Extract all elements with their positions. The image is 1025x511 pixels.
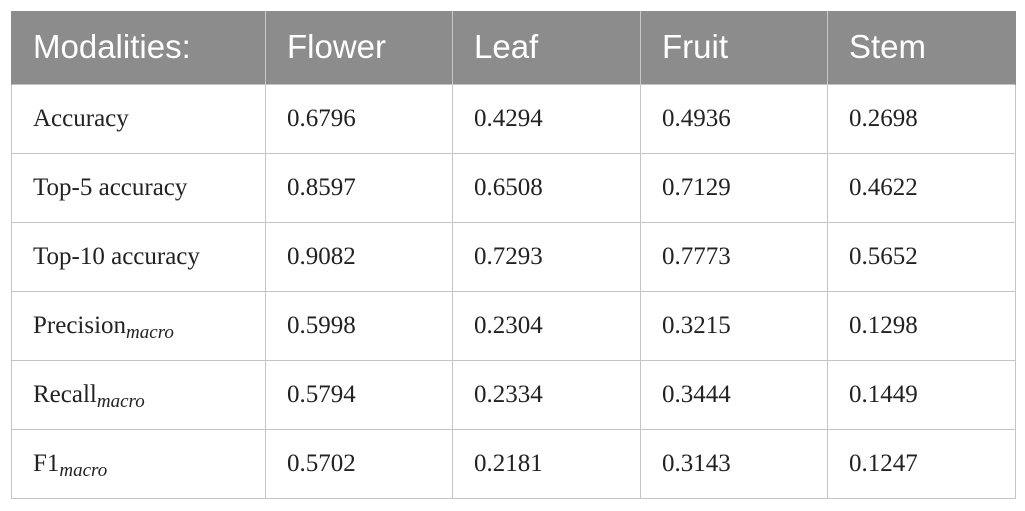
value-cell-leaf: 0.2181 [452, 428, 641, 499]
value-cell-leaf: 0.7293 [452, 221, 641, 292]
value-cell-fruit: 0.7773 [640, 221, 828, 292]
value-cell-flower: 0.5998 [265, 290, 453, 361]
table-row: Precisionmacro 0.5998 0.2304 0.3215 0.12… [11, 290, 1016, 361]
value-cell-flower: 0.5702 [265, 428, 453, 499]
metric-label: Precisionmacro [11, 290, 266, 361]
value-cell-stem: 0.1449 [827, 359, 1016, 430]
value-cell-flower: 0.6796 [265, 83, 453, 154]
metric-label: Accuracy [11, 83, 266, 154]
metric-name: Accuracy [33, 104, 129, 132]
value-cell-stem: 0.4622 [827, 152, 1016, 223]
header-flower: Flower [265, 11, 453, 84]
value-cell-stem: 0.1247 [827, 428, 1016, 499]
metric-name: Top-5 accuracy [33, 173, 188, 201]
metric-subscript: macro [96, 390, 145, 412]
value-cell-stem: 0.5652 [827, 221, 1016, 292]
value-cell-leaf: 0.6508 [452, 152, 641, 223]
table-header: Modalities: Flower Leaf Fruit Stem [11, 11, 1016, 84]
metric-name: Precision [33, 311, 127, 339]
table-row: Top-10 accuracy 0.9082 0.7293 0.7773 0.5… [11, 221, 1016, 292]
table-row: Recallmacro 0.5794 0.2334 0.3444 0.1449 [11, 359, 1016, 430]
table-row: F1macro 0.5702 0.2181 0.3143 0.1247 [11, 428, 1016, 499]
metric-subscript: macro [126, 321, 174, 343]
value-cell-flower: 0.9082 [265, 221, 453, 292]
value-cell-fruit: 0.3444 [640, 359, 828, 430]
metric-subscript: macro [59, 459, 108, 481]
header-row: Modalities: Flower Leaf Fruit Stem [11, 11, 1016, 84]
value-cell-leaf: 0.2304 [452, 290, 641, 361]
value-cell-flower: 0.5794 [265, 359, 453, 430]
metric-name: Top-10 accuracy [33, 242, 200, 270]
metric-name: F1 [33, 449, 60, 477]
header-modalities: Modalities: [11, 11, 266, 84]
table-row: Top-5 accuracy 0.8597 0.6508 0.7129 0.46… [11, 152, 1016, 223]
results-table: Modalities: Flower Leaf Fruit Stem Accur… [11, 11, 1016, 499]
header-leaf: Leaf [452, 11, 641, 84]
value-cell-leaf: 0.2334 [452, 359, 641, 430]
table-body: Accuracy 0.6796 0.4294 0.4936 0.2698 Top… [11, 83, 1016, 499]
header-fruit: Fruit [640, 11, 828, 84]
metric-name: Recall [33, 380, 97, 408]
value-cell-flower: 0.8597 [265, 152, 453, 223]
metric-label: F1macro [11, 428, 266, 499]
value-cell-leaf: 0.4294 [452, 83, 641, 154]
value-cell-fruit: 0.3143 [640, 428, 828, 499]
metric-label: Top-5 accuracy [11, 152, 266, 223]
header-stem: Stem [827, 11, 1016, 84]
value-cell-stem: 0.1298 [827, 290, 1016, 361]
value-cell-stem: 0.2698 [827, 83, 1016, 154]
value-cell-fruit: 0.7129 [640, 152, 828, 223]
table-row: Accuracy 0.6796 0.4294 0.4936 0.2698 [11, 83, 1016, 154]
metric-label: Top-10 accuracy [11, 221, 266, 292]
value-cell-fruit: 0.3215 [640, 290, 828, 361]
value-cell-fruit: 0.4936 [640, 83, 828, 154]
metric-label: Recallmacro [11, 359, 266, 430]
